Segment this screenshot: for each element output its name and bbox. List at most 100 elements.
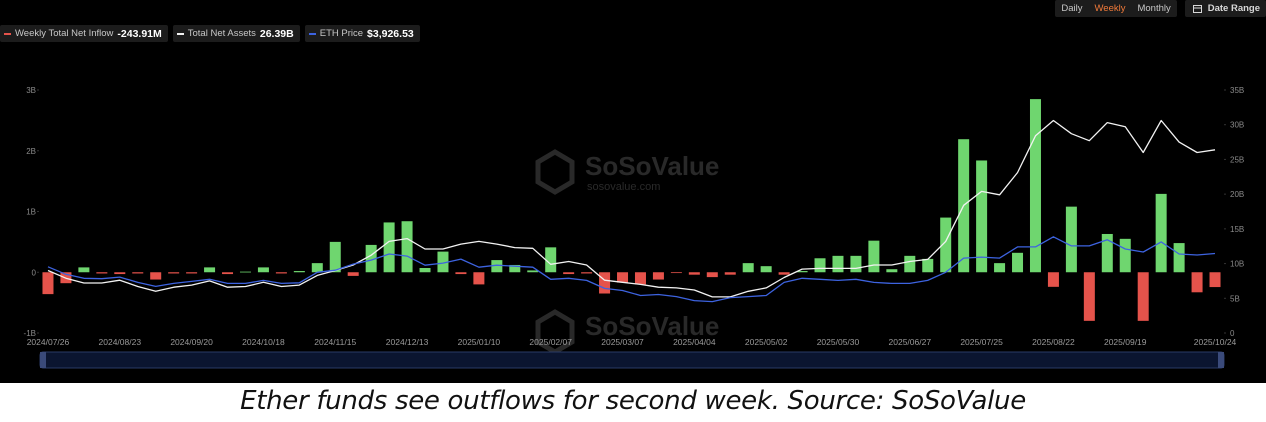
bar [778, 272, 790, 275]
bar [904, 255, 916, 273]
caption: Ether funds see outflows for second week… [240, 386, 1026, 416]
bar [652, 272, 664, 280]
bar [257, 267, 269, 273]
bar [365, 244, 377, 273]
chart: SoSoValue sosovalue.com SoSoValue -1B 0 1B… [24, 86, 1244, 369]
legend-value: $3,926.53 [367, 27, 414, 40]
chart-panel: SoSoValue sosovalue.com SoSoValue -1B 0 1B… [0, 0, 1266, 383]
bar [293, 271, 305, 273]
x-tick-label: 2025/01/10 [458, 337, 501, 347]
calendar-icon [1192, 5, 1202, 13]
navigator-handle[interactable] [40, 352, 46, 368]
period-option[interactable]: Weekly [1094, 3, 1126, 14]
legend-marker [4, 32, 11, 35]
navigator-handle[interactable] [1218, 352, 1224, 368]
bar [994, 263, 1006, 273]
bar [222, 272, 234, 275]
bar [401, 221, 413, 273]
y2-tick-label: 5B [1230, 294, 1240, 303]
x-tick-label: 2024/09/20 [170, 337, 213, 347]
bar [760, 266, 772, 273]
bar [1101, 233, 1113, 273]
bar [1209, 272, 1221, 288]
watermark-brand: SoSoValue [585, 151, 719, 181]
bar [186, 272, 198, 274]
bar [563, 272, 575, 275]
bar [670, 272, 682, 274]
bar [239, 271, 251, 273]
bar [599, 272, 611, 294]
legend-marker [176, 32, 184, 35]
legend-name: Total Net Assets [187, 28, 256, 39]
bar [1137, 272, 1149, 321]
y2-tick-label: 30B [1230, 121, 1244, 130]
legend-item[interactable]: Total Net Assets 26.39B [172, 25, 300, 42]
bar [617, 272, 629, 283]
period-toggle: Daily Weekly Monthly [1055, 0, 1177, 17]
bar [437, 251, 449, 273]
x-tick-label: 2025/07/25 [960, 337, 1003, 347]
bar [742, 263, 754, 273]
navigator[interactable] [39, 351, 1225, 369]
bar [868, 240, 880, 273]
x-tick-label: 2025/10/24 [1194, 337, 1237, 347]
bar [509, 264, 521, 273]
legend-item[interactable]: ETH Price $3,926.53 [304, 25, 420, 42]
x-tick-label: 2024/08/23 [99, 337, 142, 347]
bar [850, 255, 862, 273]
x-tick-label: 2025/09/19 [1104, 337, 1147, 347]
legend-value: 26.39B [259, 27, 294, 40]
bar [724, 272, 736, 275]
y-tick-label: -1B [24, 329, 36, 338]
bar [1173, 243, 1185, 273]
bar [150, 272, 162, 280]
bar [886, 269, 898, 273]
legend: Weekly Total Net Inflow -243.91M Total Net… [0, 25, 420, 42]
watermark: SoSoValue sosovalue.com SoSoValue [535, 149, 719, 355]
bar [78, 267, 90, 273]
date-range-label: Date Range [1207, 3, 1260, 14]
date-range-button[interactable]: Date Range [1184, 0, 1266, 17]
y2-tick-label: 0 [1230, 329, 1235, 338]
bar [832, 255, 844, 273]
watermark-logo [535, 149, 575, 195]
x-tick-label: 2024/12/13 [386, 337, 429, 347]
x-tick-label: 2025/05/30 [817, 337, 860, 347]
bar [976, 160, 988, 273]
bar [96, 272, 108, 274]
bar [527, 270, 539, 273]
bar [688, 272, 700, 275]
x-tick-label: 2025/03/07 [601, 337, 644, 347]
bar [204, 267, 216, 273]
bar [940, 217, 952, 273]
legend-name: ETH Price [319, 28, 364, 39]
y2-tick-label: 15B [1230, 225, 1244, 234]
x-tick-label: 2024/07/26 [27, 337, 70, 347]
bar [634, 272, 646, 285]
y-tick-label: 3B [26, 86, 36, 95]
y-tick-label: 2B [26, 147, 36, 156]
bar [473, 272, 485, 285]
bar [922, 258, 934, 273]
legend-item[interactable]: Weekly Total Net Inflow -243.91M [0, 25, 168, 42]
y2-tick-label: 10B [1230, 260, 1244, 269]
bar [383, 222, 395, 273]
y-tick-label: 1B [26, 208, 36, 217]
x-tick-label: 2025/05/02 [745, 337, 788, 347]
period-option[interactable]: Monthly [1137, 3, 1171, 14]
legend-value: -243.91M [117, 27, 162, 40]
bar [114, 272, 126, 275]
bar [455, 272, 467, 275]
bar [796, 271, 808, 273]
bar [706, 272, 718, 278]
bar [1083, 272, 1095, 321]
x-tick-label: 2024/11/15 [314, 337, 356, 347]
bar [1012, 252, 1024, 273]
period-option[interactable]: Daily [1061, 3, 1083, 14]
bar [1029, 99, 1041, 273]
legend-marker [308, 32, 316, 35]
x-tick-label: 2025/08/22 [1032, 337, 1075, 347]
bar [814, 258, 826, 273]
bar [42, 272, 54, 295]
y2-tick-label: 25B [1230, 155, 1244, 164]
